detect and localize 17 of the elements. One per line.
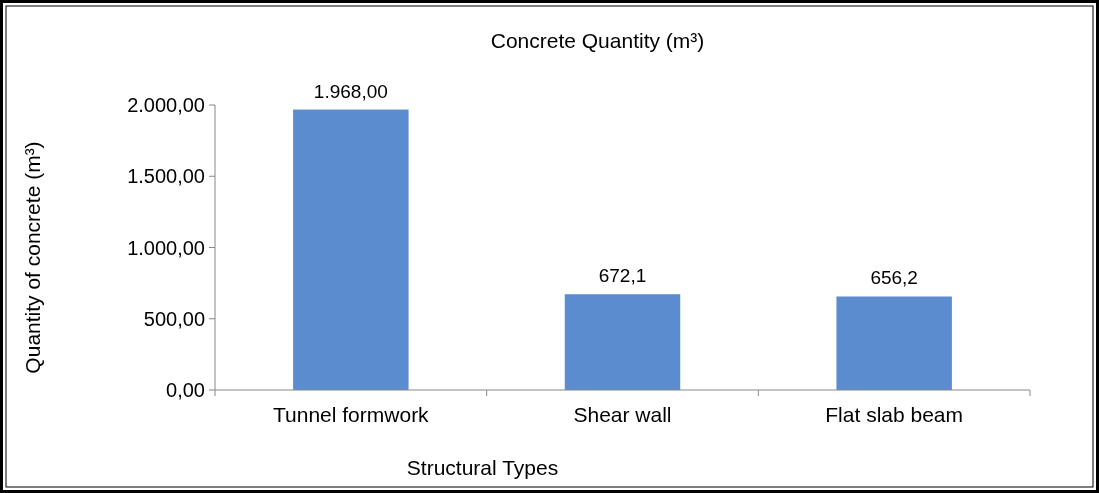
chart-title: Concrete Quantity (m³) <box>490 29 705 52</box>
bar <box>293 109 409 390</box>
y-tick-label: 500,00 <box>143 307 205 330</box>
y-axis-title: Quantity of concrete (m³) <box>21 141 44 374</box>
y-tick-label: 1.000,00 <box>127 236 205 259</box>
bar <box>564 294 681 390</box>
y-tick-label: 2.000,00 <box>127 94 205 116</box>
data-label: 672,1 <box>598 265 647 287</box>
x-tick-label: Tunnel formwork <box>273 403 430 426</box>
y-tick-label: 1.500,00 <box>127 165 205 188</box>
x-tick-label: Shear wall <box>573 403 672 426</box>
y-tick-label: 0,00 <box>166 379 205 401</box>
x-tick-label: Flat slab beam <box>825 403 964 426</box>
data-label: 656,2 <box>870 267 918 289</box>
bar <box>836 296 952 390</box>
data-label: 1.968,00 <box>313 80 388 102</box>
x-axis-title: Structural Types <box>406 456 559 479</box>
